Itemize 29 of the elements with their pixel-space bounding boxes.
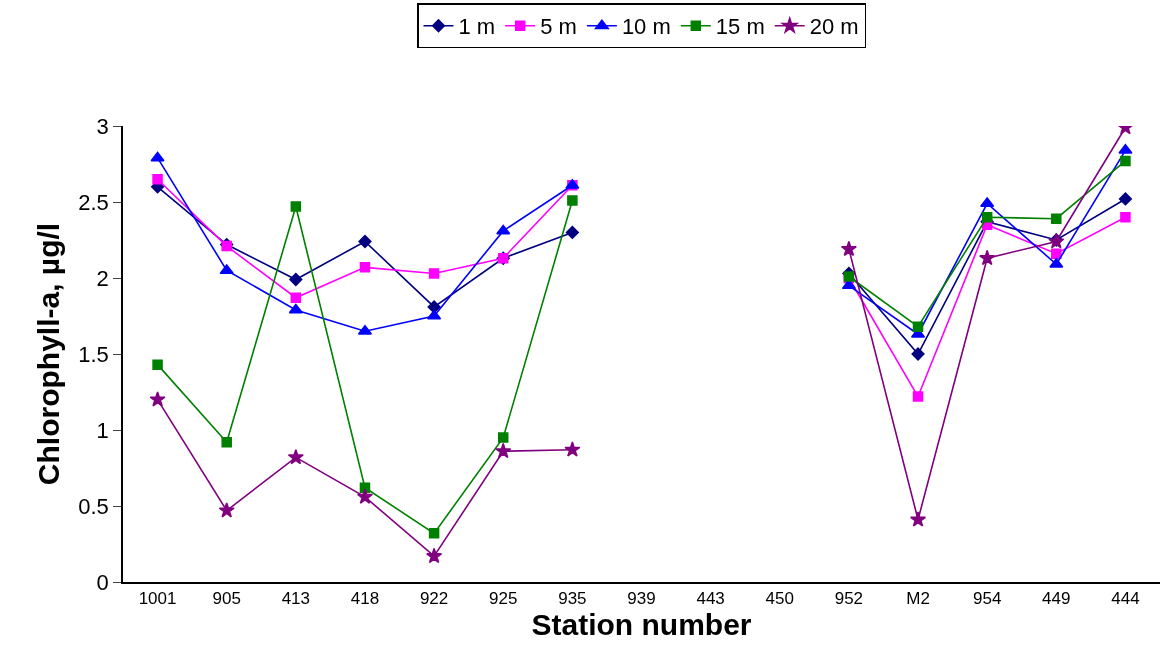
y-tick-label: 3 [96,113,109,139]
x-tick-label: 925 [489,589,518,609]
y-tick-label: 0.5 [78,493,109,519]
x-axis-title: Station number [531,608,752,642]
y-tick-label: 0 [96,569,109,595]
x-tick-label: 922 [419,589,449,609]
legend-label: 20 m [809,14,859,40]
legend-label: 10 m [621,14,671,40]
legend-label: 15 m [715,14,765,40]
x-tick-label: 954 [972,589,1002,609]
y-tick-label: 1 [96,417,109,443]
x-tick-label: 905 [212,589,241,609]
y-tick-label: 2 [96,265,109,291]
legend-label: 5 m [540,14,577,40]
x-tick-label: 444 [1111,589,1140,609]
x-tick-label: 443 [696,589,725,609]
x-tick-label: 449 [1042,589,1071,609]
x-tick-label: 939 [627,589,656,609]
y-axis-title: Chlorophyll-a, µg/l [31,222,65,486]
x-tick-label: 413 [281,589,311,609]
legend-label: 1 m [458,14,496,40]
x-tick-label: 935 [558,589,587,609]
x-tick-label: M2 [906,589,930,609]
x-tick-label: 418 [350,589,380,609]
x-tick-label: 450 [765,589,794,609]
x-tick-label: 1001 [138,589,177,609]
x-tick-label: 952 [834,589,864,609]
y-tick-label: 2.5 [78,189,109,215]
y-tick-label: 1.5 [78,341,109,367]
